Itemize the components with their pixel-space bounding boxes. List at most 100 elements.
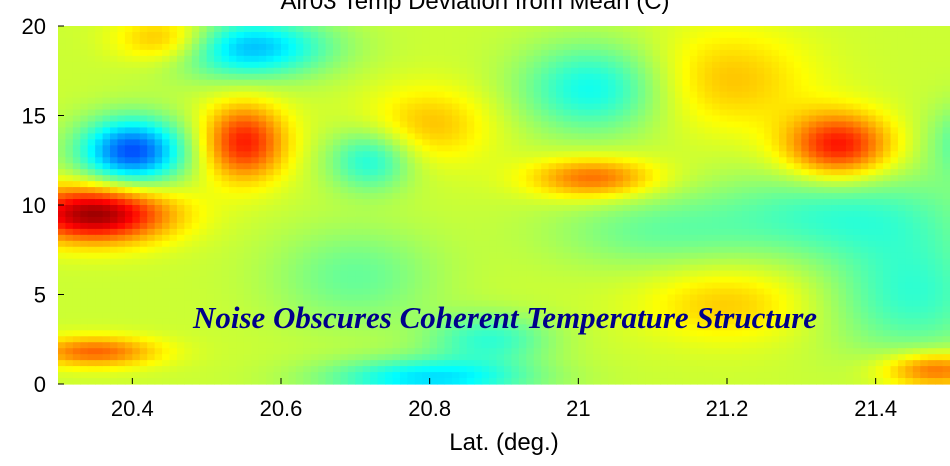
heatmap-cell — [444, 276, 453, 284]
heatmap-cell — [407, 234, 416, 242]
heatmap-cell — [414, 276, 423, 284]
heatmap-cell — [637, 366, 646, 373]
heatmap-cell — [451, 121, 460, 129]
heatmap-cell — [518, 234, 527, 242]
heatmap-cell — [437, 43, 446, 51]
heatmap-cell — [466, 175, 475, 182]
heatmap-cell — [652, 175, 661, 182]
heatmap-cell — [124, 67, 133, 75]
heatmap-cell — [660, 360, 669, 367]
heatmap-cell — [414, 366, 423, 373]
heatmap-cell — [325, 175, 334, 182]
heatmap-cell — [578, 55, 587, 63]
heatmap-cell — [548, 151, 557, 158]
heatmap-cell — [273, 330, 282, 337]
heatmap-cell — [437, 222, 446, 230]
heatmap-cell — [258, 300, 267, 308]
heatmap-cell — [429, 79, 438, 87]
heatmap-cell — [645, 73, 654, 81]
heatmap-cell — [362, 37, 371, 45]
heatmap-cell — [556, 378, 565, 385]
heatmap-cell — [630, 127, 639, 134]
heatmap-cell — [310, 234, 319, 242]
heatmap-cell — [340, 187, 349, 194]
heatmap-cell — [206, 49, 215, 57]
heatmap-cell — [221, 91, 230, 99]
heatmap-cell — [414, 103, 423, 111]
heatmap-cell — [556, 37, 565, 45]
heatmap-cell — [429, 133, 438, 140]
heatmap-cell — [80, 169, 89, 176]
heatmap-cell — [58, 324, 67, 331]
heatmap-cell — [102, 121, 111, 129]
heatmap-cell — [303, 145, 312, 152]
heatmap-cell — [392, 79, 401, 87]
heatmap-cell — [206, 288, 215, 296]
heatmap-cell — [660, 115, 669, 123]
heatmap-cell — [206, 330, 215, 337]
heatmap-cell — [273, 294, 282, 302]
heatmap-cell — [652, 216, 661, 224]
heatmap-cell — [214, 378, 223, 385]
heatmap-cell — [593, 37, 602, 45]
heatmap-cell — [72, 97, 81, 105]
heatmap-cell — [459, 294, 468, 302]
heatmap-cell — [504, 91, 513, 99]
heatmap-cell — [645, 109, 654, 117]
heatmap-cell — [385, 276, 394, 284]
heatmap-cell — [593, 157, 602, 164]
heatmap-cell — [273, 103, 282, 111]
heatmap-cell — [87, 270, 96, 278]
heatmap-cell — [667, 199, 676, 206]
heatmap-cell — [362, 145, 371, 152]
heatmap-cell — [206, 216, 215, 224]
heatmap-cell — [303, 37, 312, 45]
heatmap-cell — [533, 270, 542, 278]
heatmap-cell — [518, 79, 527, 87]
heatmap-cell — [303, 354, 312, 361]
heatmap-cell — [422, 157, 431, 164]
heatmap-cell — [451, 49, 460, 57]
heatmap-cell — [80, 318, 89, 325]
heatmap-cell — [600, 330, 609, 337]
heatmap-cell — [214, 306, 223, 313]
heatmap-cell — [466, 79, 475, 87]
heatmap-cell — [65, 205, 74, 212]
heatmap-cell — [243, 109, 252, 117]
heatmap-cell — [563, 282, 572, 290]
heatmap-cell — [258, 246, 267, 254]
heatmap-cell — [169, 234, 178, 242]
heatmap-cell — [221, 354, 230, 361]
heatmap-cell — [548, 97, 557, 105]
heatmap-cell — [132, 348, 141, 355]
heatmap-cell — [437, 31, 446, 39]
heatmap-cell — [236, 109, 245, 117]
heatmap-cell — [184, 210, 193, 218]
heatmap-cell — [199, 312, 208, 319]
heatmap-cell — [191, 151, 200, 158]
heatmap-cell — [407, 67, 416, 75]
heatmap-cell — [154, 348, 163, 355]
heatmap-cell — [370, 121, 379, 129]
heatmap-cell — [570, 366, 579, 373]
heatmap-cell — [251, 288, 260, 296]
heatmap-cell — [80, 181, 89, 188]
heatmap-cell — [162, 228, 171, 236]
heatmap-cell — [481, 205, 490, 212]
heatmap-cell — [622, 252, 631, 260]
heatmap-cell — [504, 26, 513, 33]
heatmap-cell — [139, 258, 148, 266]
heatmap-cell — [191, 312, 200, 319]
heatmap-cell — [124, 199, 133, 206]
heatmap-cell — [466, 330, 475, 337]
heatmap-cell — [414, 264, 423, 272]
heatmap-cell — [80, 228, 89, 236]
heatmap-cell — [340, 378, 349, 385]
heatmap-cell — [214, 342, 223, 349]
heatmap-cell — [392, 378, 401, 385]
heatmap-cell — [132, 378, 141, 385]
heatmap-cell — [58, 67, 67, 75]
heatmap-cell — [273, 366, 282, 373]
heatmap-cell — [511, 342, 520, 349]
heatmap-cell — [474, 157, 483, 164]
